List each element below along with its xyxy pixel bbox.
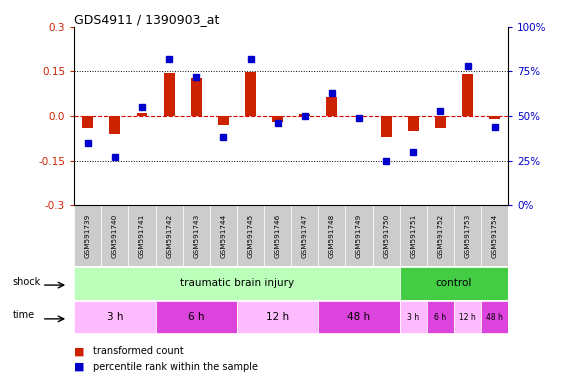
Bar — [82, 116, 93, 128]
Bar — [210, 205, 237, 266]
Text: 6 h: 6 h — [435, 313, 447, 322]
Bar — [462, 73, 473, 116]
Bar — [74, 301, 155, 333]
Text: 12 h: 12 h — [459, 313, 476, 322]
Bar — [454, 301, 481, 333]
Bar — [218, 116, 229, 125]
Text: GSM591745: GSM591745 — [247, 214, 254, 258]
Bar — [245, 72, 256, 116]
Text: shock: shock — [13, 277, 41, 287]
Bar — [400, 267, 508, 300]
Bar — [128, 205, 155, 266]
Bar — [408, 116, 419, 131]
Bar — [299, 114, 310, 116]
Text: GSM591752: GSM591752 — [437, 214, 444, 258]
Text: GSM591749: GSM591749 — [356, 214, 362, 258]
Bar — [237, 301, 319, 333]
Bar — [400, 301, 427, 333]
Text: 6 h: 6 h — [188, 312, 204, 322]
Text: control: control — [436, 278, 472, 288]
Text: traumatic brain injury: traumatic brain injury — [180, 278, 294, 288]
Bar — [353, 116, 364, 118]
Bar — [272, 116, 283, 122]
Text: 12 h: 12 h — [266, 312, 289, 322]
Bar — [372, 205, 400, 266]
Bar — [327, 97, 337, 116]
Bar — [454, 205, 481, 266]
Text: GSM591742: GSM591742 — [166, 214, 172, 258]
Bar — [381, 116, 392, 137]
Bar — [489, 116, 500, 119]
Bar — [481, 205, 508, 266]
Bar — [74, 267, 400, 300]
Bar — [191, 78, 202, 116]
Bar — [481, 301, 508, 333]
Text: transformed count: transformed count — [93, 346, 183, 356]
Text: GSM591744: GSM591744 — [220, 214, 227, 258]
Bar — [155, 301, 237, 333]
Text: ■: ■ — [74, 362, 89, 372]
Text: GSM591739: GSM591739 — [85, 214, 91, 258]
Text: percentile rank within the sample: percentile rank within the sample — [93, 362, 258, 372]
Bar — [427, 205, 454, 266]
Bar — [427, 301, 454, 333]
Text: GSM591743: GSM591743 — [193, 214, 199, 258]
Bar — [164, 73, 175, 116]
Bar — [102, 205, 128, 266]
Bar — [183, 205, 210, 266]
Bar — [435, 116, 446, 128]
Text: ■: ■ — [74, 346, 89, 356]
Text: 3 h: 3 h — [107, 312, 123, 322]
Text: GDS4911 / 1390903_at: GDS4911 / 1390903_at — [74, 13, 220, 26]
Bar — [319, 205, 345, 266]
Text: GSM591740: GSM591740 — [112, 214, 118, 258]
Text: GSM591741: GSM591741 — [139, 214, 145, 258]
Bar — [110, 116, 120, 134]
Bar — [291, 205, 319, 266]
Text: GSM591747: GSM591747 — [301, 214, 308, 258]
Bar — [319, 301, 400, 333]
Text: GSM591751: GSM591751 — [410, 214, 416, 258]
Text: GSM591746: GSM591746 — [275, 214, 281, 258]
Bar — [400, 205, 427, 266]
Text: 48 h: 48 h — [348, 312, 371, 322]
Bar — [74, 205, 102, 266]
Text: 48 h: 48 h — [486, 313, 503, 322]
Text: GSM591748: GSM591748 — [329, 214, 335, 258]
Bar — [264, 205, 291, 266]
Text: time: time — [13, 311, 34, 321]
Bar — [237, 205, 264, 266]
Bar — [136, 113, 147, 116]
Text: GSM591750: GSM591750 — [383, 214, 389, 258]
Text: GSM591754: GSM591754 — [492, 214, 498, 258]
Text: GSM591753: GSM591753 — [464, 214, 471, 258]
Bar — [345, 205, 372, 266]
Text: 3 h: 3 h — [407, 313, 419, 322]
Bar — [155, 205, 183, 266]
